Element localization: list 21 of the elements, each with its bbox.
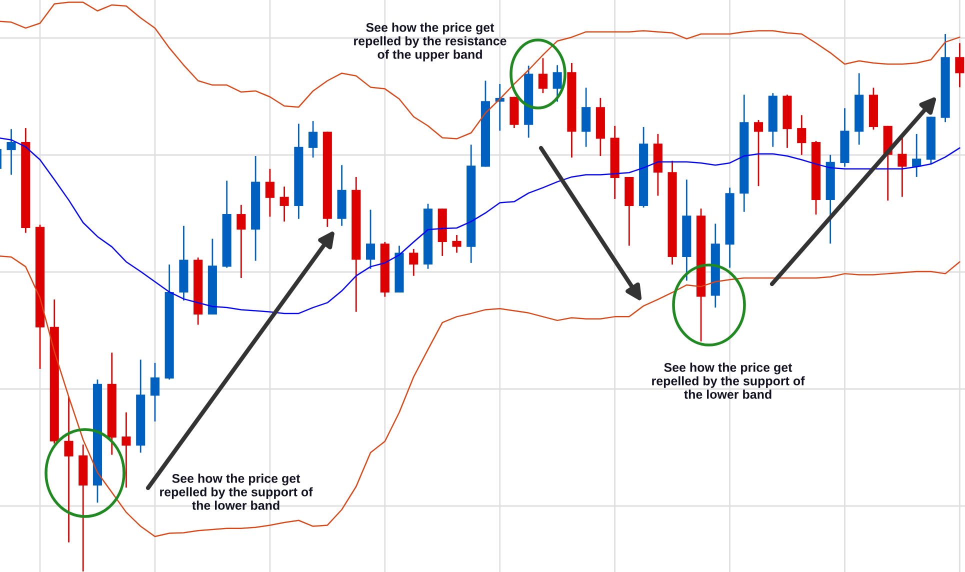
candlestick xyxy=(955,42,964,88)
candlestick xyxy=(366,209,376,270)
candlestick xyxy=(797,114,806,156)
candlestick xyxy=(122,412,131,488)
candlestick xyxy=(236,204,246,279)
candlestick xyxy=(538,57,548,94)
candlestick xyxy=(308,120,318,158)
candlestick xyxy=(6,128,16,176)
candlestick xyxy=(912,133,922,178)
annotation: See how the price get repelled by the support of the lower band xyxy=(652,362,805,399)
candlestick xyxy=(409,248,418,277)
candlestick xyxy=(898,135,907,198)
candlestick xyxy=(64,396,74,544)
candlestick xyxy=(552,64,562,102)
annotation: See how the price get repelled by the resistance of the upper band xyxy=(354,22,506,62)
candlestick xyxy=(280,186,289,222)
candlestick xyxy=(754,119,764,187)
candlestick xyxy=(265,168,274,218)
candlestick xyxy=(452,234,462,254)
annotation: See how the price get repelled by the support of the lower band xyxy=(160,474,313,510)
candlestick xyxy=(150,362,160,422)
